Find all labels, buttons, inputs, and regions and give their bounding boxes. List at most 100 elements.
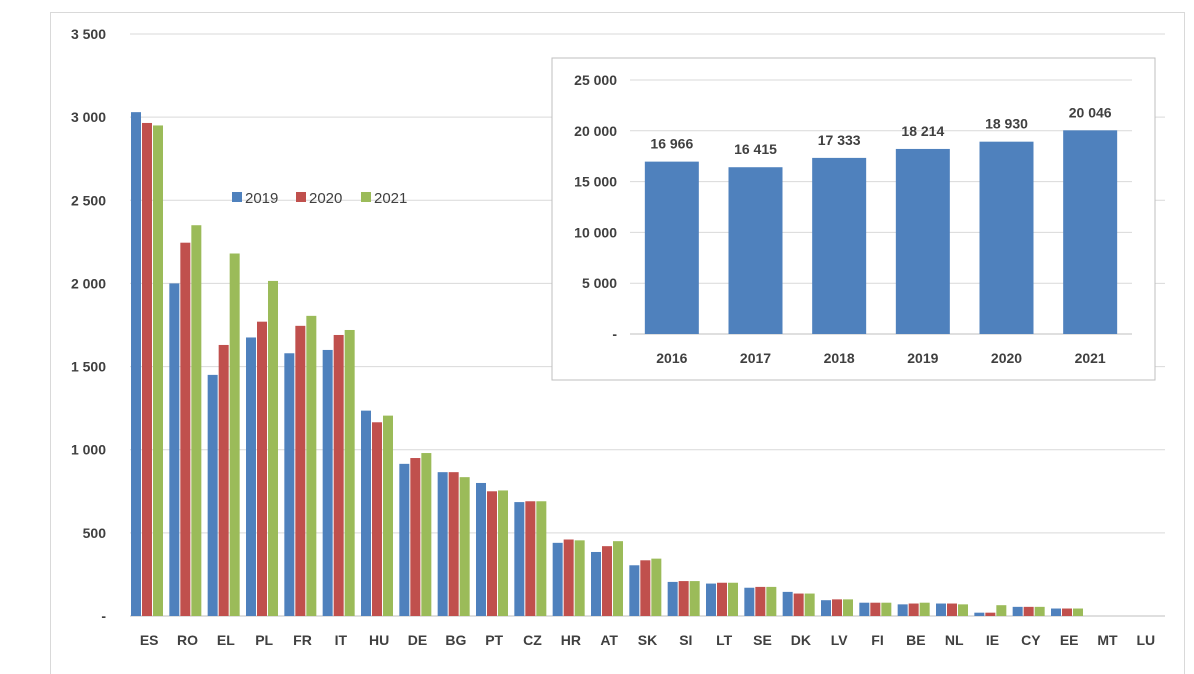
- bar-fr-2021: [306, 315, 317, 616]
- y-tick-label: 3 000: [71, 109, 106, 125]
- y-tick-label: 1 500: [71, 359, 106, 375]
- x-tick-label: BE: [906, 632, 925, 648]
- x-tick-label: LU: [1136, 632, 1155, 648]
- bar-es-2021: [153, 125, 163, 616]
- bar-be-2021: [919, 602, 930, 616]
- inset-data-label: 16 966: [650, 136, 693, 152]
- y-tick-label: 2 000: [71, 275, 106, 291]
- inset-bar-2020: [979, 141, 1034, 334]
- y-tick-label: 500: [83, 525, 107, 541]
- bar-pt-2020: [487, 491, 497, 616]
- bar-ro-2021: [191, 225, 202, 616]
- bar-at-2020: [602, 546, 612, 616]
- inset-x-tick-label: 2021: [1075, 350, 1106, 366]
- bar-ee-2020: [1062, 608, 1072, 616]
- bar-fr-2019: [284, 353, 295, 616]
- x-tick-label: DK: [791, 632, 811, 648]
- inset-y-tick-label: 25 000: [574, 72, 617, 88]
- y-tick-label: 1 000: [71, 442, 106, 458]
- bar-hu-2021: [383, 415, 393, 616]
- bar-ro-2020: [180, 242, 191, 616]
- x-tick-label: ES: [140, 632, 159, 648]
- bar-el-2020: [218, 344, 229, 616]
- x-tick-label: BG: [445, 632, 466, 648]
- bar-cz-2020: [525, 501, 536, 616]
- bar-be-2020: [908, 603, 919, 616]
- bar-ro-2019: [169, 283, 180, 616]
- x-tick-label: HR: [561, 632, 581, 648]
- x-tick-label: HU: [369, 632, 389, 648]
- bar-dk-2020: [793, 593, 804, 616]
- inset-x-tick-label: 2016: [656, 350, 687, 366]
- bar-fi-2020: [870, 602, 881, 616]
- inset-data-label: 18 930: [985, 116, 1028, 132]
- bar-dk-2021: [804, 593, 815, 616]
- bar-ee-2019: [1051, 608, 1061, 616]
- bar-es-2019: [131, 112, 141, 616]
- bar-de-2020: [410, 458, 421, 616]
- bar-ie-2020: [985, 612, 996, 616]
- inset-y-tick-label: 5 000: [582, 275, 617, 291]
- bar-el-2019: [207, 374, 218, 616]
- bar-el-2021: [229, 253, 240, 617]
- inset-y-tick-label: 15 000: [574, 174, 617, 190]
- bar-ie-2019: [974, 612, 985, 616]
- bar-pl-2021: [268, 280, 278, 616]
- legend-swatch-2020: [296, 192, 306, 202]
- bar-lt-2019: [706, 583, 716, 616]
- bar-nl-2020: [947, 603, 957, 616]
- bar-be-2019: [897, 604, 908, 616]
- bar-si-2021: [689, 581, 700, 616]
- bar-lv-2021: [843, 599, 853, 616]
- bar-nl-2019: [936, 603, 946, 616]
- bar-sk-2021: [651, 558, 662, 616]
- inset-bar-2021: [1063, 130, 1118, 334]
- bar-hr-2019: [552, 542, 563, 616]
- legend-label: 2021: [374, 190, 407, 207]
- y-tick-label: -: [101, 608, 106, 624]
- x-tick-label: SI: [679, 632, 692, 648]
- bar-de-2021: [421, 453, 432, 616]
- bar-sk-2019: [629, 565, 640, 616]
- legend-label: 2019: [245, 190, 278, 207]
- bar-si-2019: [667, 581, 678, 616]
- bar-fi-2019: [859, 602, 870, 616]
- x-tick-label: LV: [831, 632, 849, 648]
- bar-pt-2021: [498, 490, 508, 616]
- bar-hu-2020: [372, 422, 382, 616]
- inset-x-tick-label: 2020: [991, 350, 1022, 366]
- x-tick-label: IT: [335, 632, 348, 648]
- y-tick-label: 2 500: [71, 192, 106, 208]
- x-tick-label: DE: [408, 632, 427, 648]
- bar-bg-2021: [459, 477, 470, 616]
- x-tick-label: FR: [293, 632, 312, 648]
- inset-bar-2019: [895, 148, 950, 334]
- bar-hu-2019: [361, 410, 371, 616]
- x-tick-label: AT: [600, 632, 618, 648]
- legend-label: 2020: [309, 190, 342, 207]
- bar-fr-2020: [295, 325, 306, 616]
- bar-fi-2021: [881, 602, 892, 616]
- bar-cy-2021: [1034, 606, 1045, 616]
- inset-x-tick-label: 2017: [740, 350, 771, 366]
- bar-lv-2019: [821, 600, 831, 616]
- bar-lv-2020: [832, 599, 842, 616]
- x-tick-label: SE: [753, 632, 772, 648]
- inset-x-tick-label: 2019: [907, 350, 938, 366]
- bar-hr-2020: [563, 539, 574, 616]
- inset-x-tick-label: 2018: [824, 350, 855, 366]
- bar-se-2019: [744, 587, 755, 616]
- bar-pl-2019: [246, 337, 256, 616]
- bar-se-2020: [755, 586, 766, 616]
- bar-cz-2019: [514, 502, 525, 616]
- inset-data-label: 17 333: [818, 132, 861, 148]
- x-tick-label: CY: [1021, 632, 1041, 648]
- inset-y-tick-label: 20 000: [574, 123, 617, 139]
- inset-chart: - 5 000 10 000 15 000 20 000 25 000 16 966 2016…: [551, 57, 1156, 381]
- x-tick-label: LT: [716, 632, 733, 648]
- x-tick-label: PT: [485, 632, 503, 648]
- inset-y-tick-label: -: [612, 326, 617, 342]
- x-tick-label: IE: [986, 632, 999, 648]
- bar-it-2021: [344, 329, 355, 616]
